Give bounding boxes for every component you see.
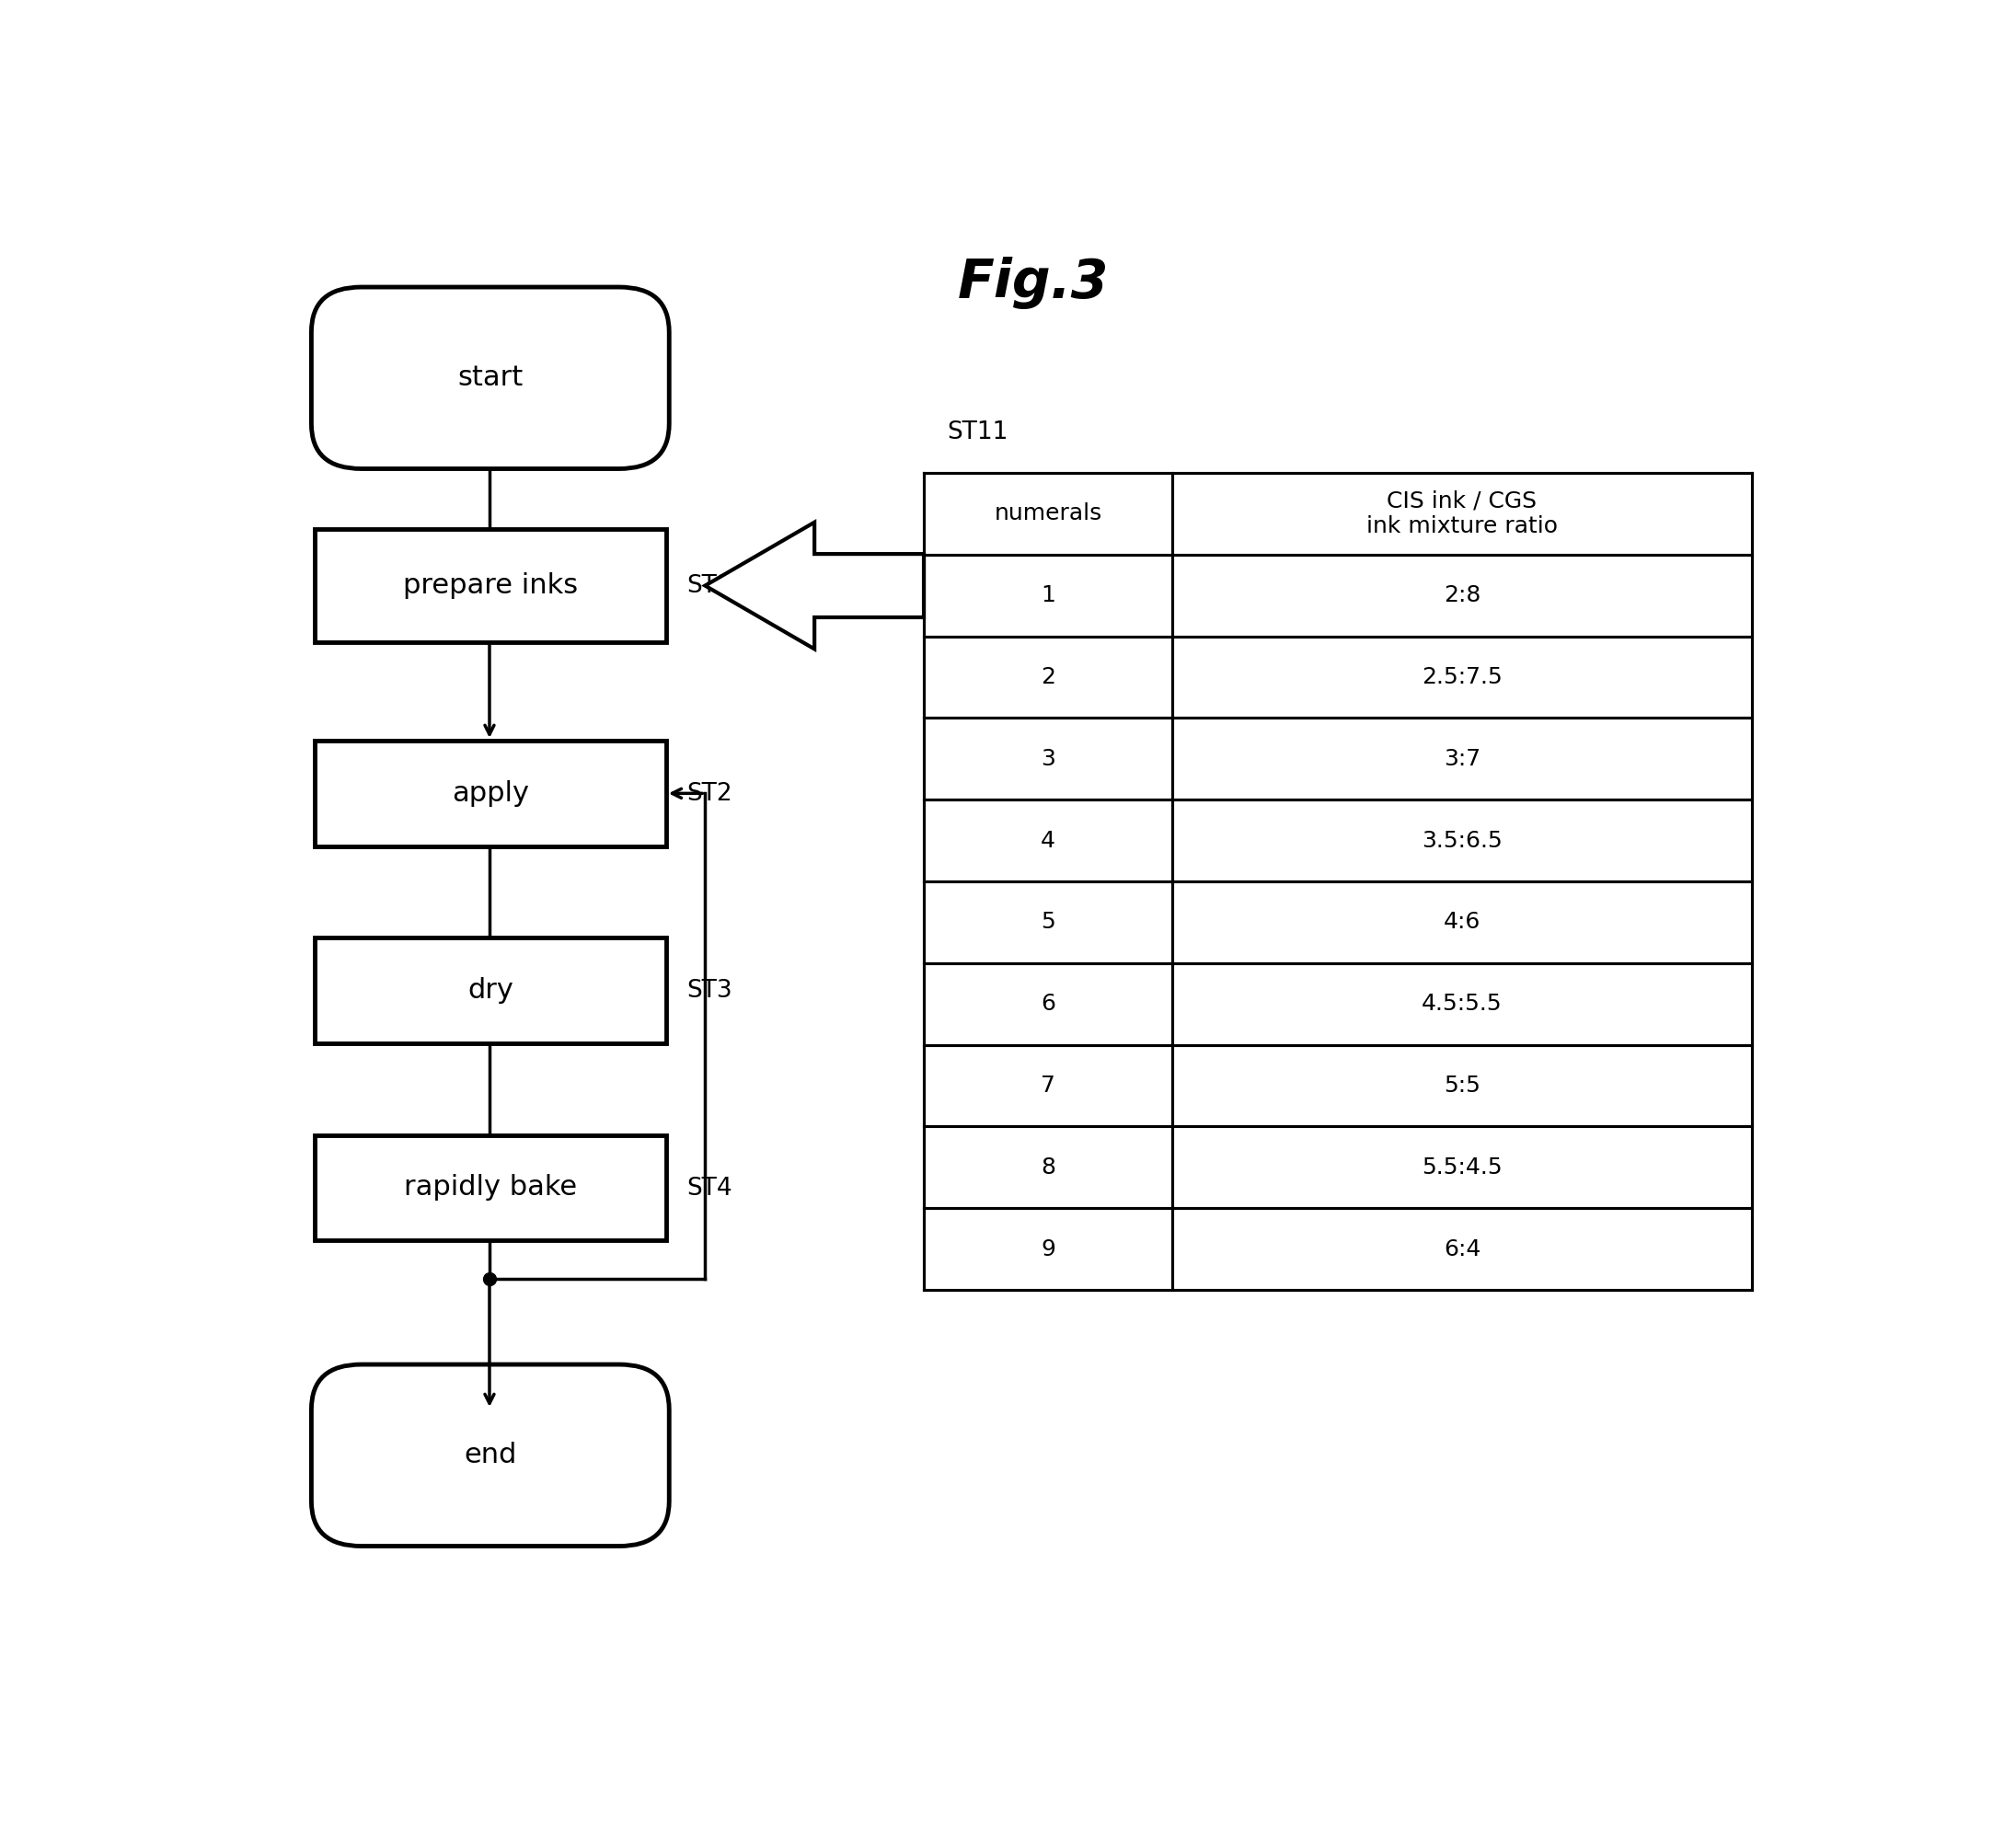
- FancyBboxPatch shape: [314, 529, 665, 642]
- Text: end: end: [464, 1441, 516, 1469]
- Text: 5: 5: [1040, 911, 1054, 933]
- Text: 5:5: 5:5: [1443, 1075, 1480, 1097]
- Text: 4: 4: [1040, 830, 1056, 852]
- Text: 3: 3: [1040, 748, 1054, 770]
- Text: ST4: ST4: [685, 1176, 732, 1200]
- Text: 8: 8: [1040, 1156, 1056, 1178]
- Text: 6: 6: [1040, 993, 1056, 1015]
- Text: dry: dry: [468, 977, 514, 1004]
- Text: 1: 1: [1040, 585, 1054, 607]
- FancyBboxPatch shape: [314, 741, 665, 847]
- FancyBboxPatch shape: [314, 1134, 665, 1240]
- Text: 5.5:4.5: 5.5:4.5: [1421, 1156, 1502, 1178]
- Text: 9: 9: [1040, 1238, 1054, 1260]
- Text: ST2: ST2: [685, 783, 732, 807]
- Polygon shape: [706, 523, 923, 649]
- Text: 7: 7: [1040, 1075, 1054, 1097]
- Text: Fig.3: Fig.3: [958, 256, 1109, 309]
- Text: 6:4: 6:4: [1443, 1238, 1480, 1260]
- Text: rapidly bake: rapidly bake: [403, 1174, 577, 1202]
- FancyBboxPatch shape: [310, 1364, 669, 1546]
- FancyBboxPatch shape: [310, 287, 669, 468]
- Text: prepare inks: prepare inks: [403, 572, 579, 598]
- Text: ST11: ST11: [948, 421, 1008, 444]
- Text: CIS ink / CGS
ink mixture ratio: CIS ink / CGS ink mixture ratio: [1367, 490, 1558, 538]
- Text: 2.5:7.5: 2.5:7.5: [1421, 666, 1502, 688]
- Text: 3:7: 3:7: [1443, 748, 1480, 770]
- Text: numerals: numerals: [994, 503, 1103, 525]
- Text: 4.5:5.5: 4.5:5.5: [1421, 993, 1502, 1015]
- FancyBboxPatch shape: [314, 938, 665, 1043]
- Text: start: start: [458, 364, 522, 391]
- Text: apply: apply: [452, 779, 528, 807]
- Text: 3.5:6.5: 3.5:6.5: [1421, 830, 1502, 852]
- Text: 4:6: 4:6: [1443, 911, 1480, 933]
- Text: 2: 2: [1040, 666, 1056, 688]
- Text: ST3: ST3: [685, 979, 732, 1002]
- Text: 2:8: 2:8: [1443, 585, 1480, 607]
- Text: ST1: ST1: [685, 574, 732, 598]
